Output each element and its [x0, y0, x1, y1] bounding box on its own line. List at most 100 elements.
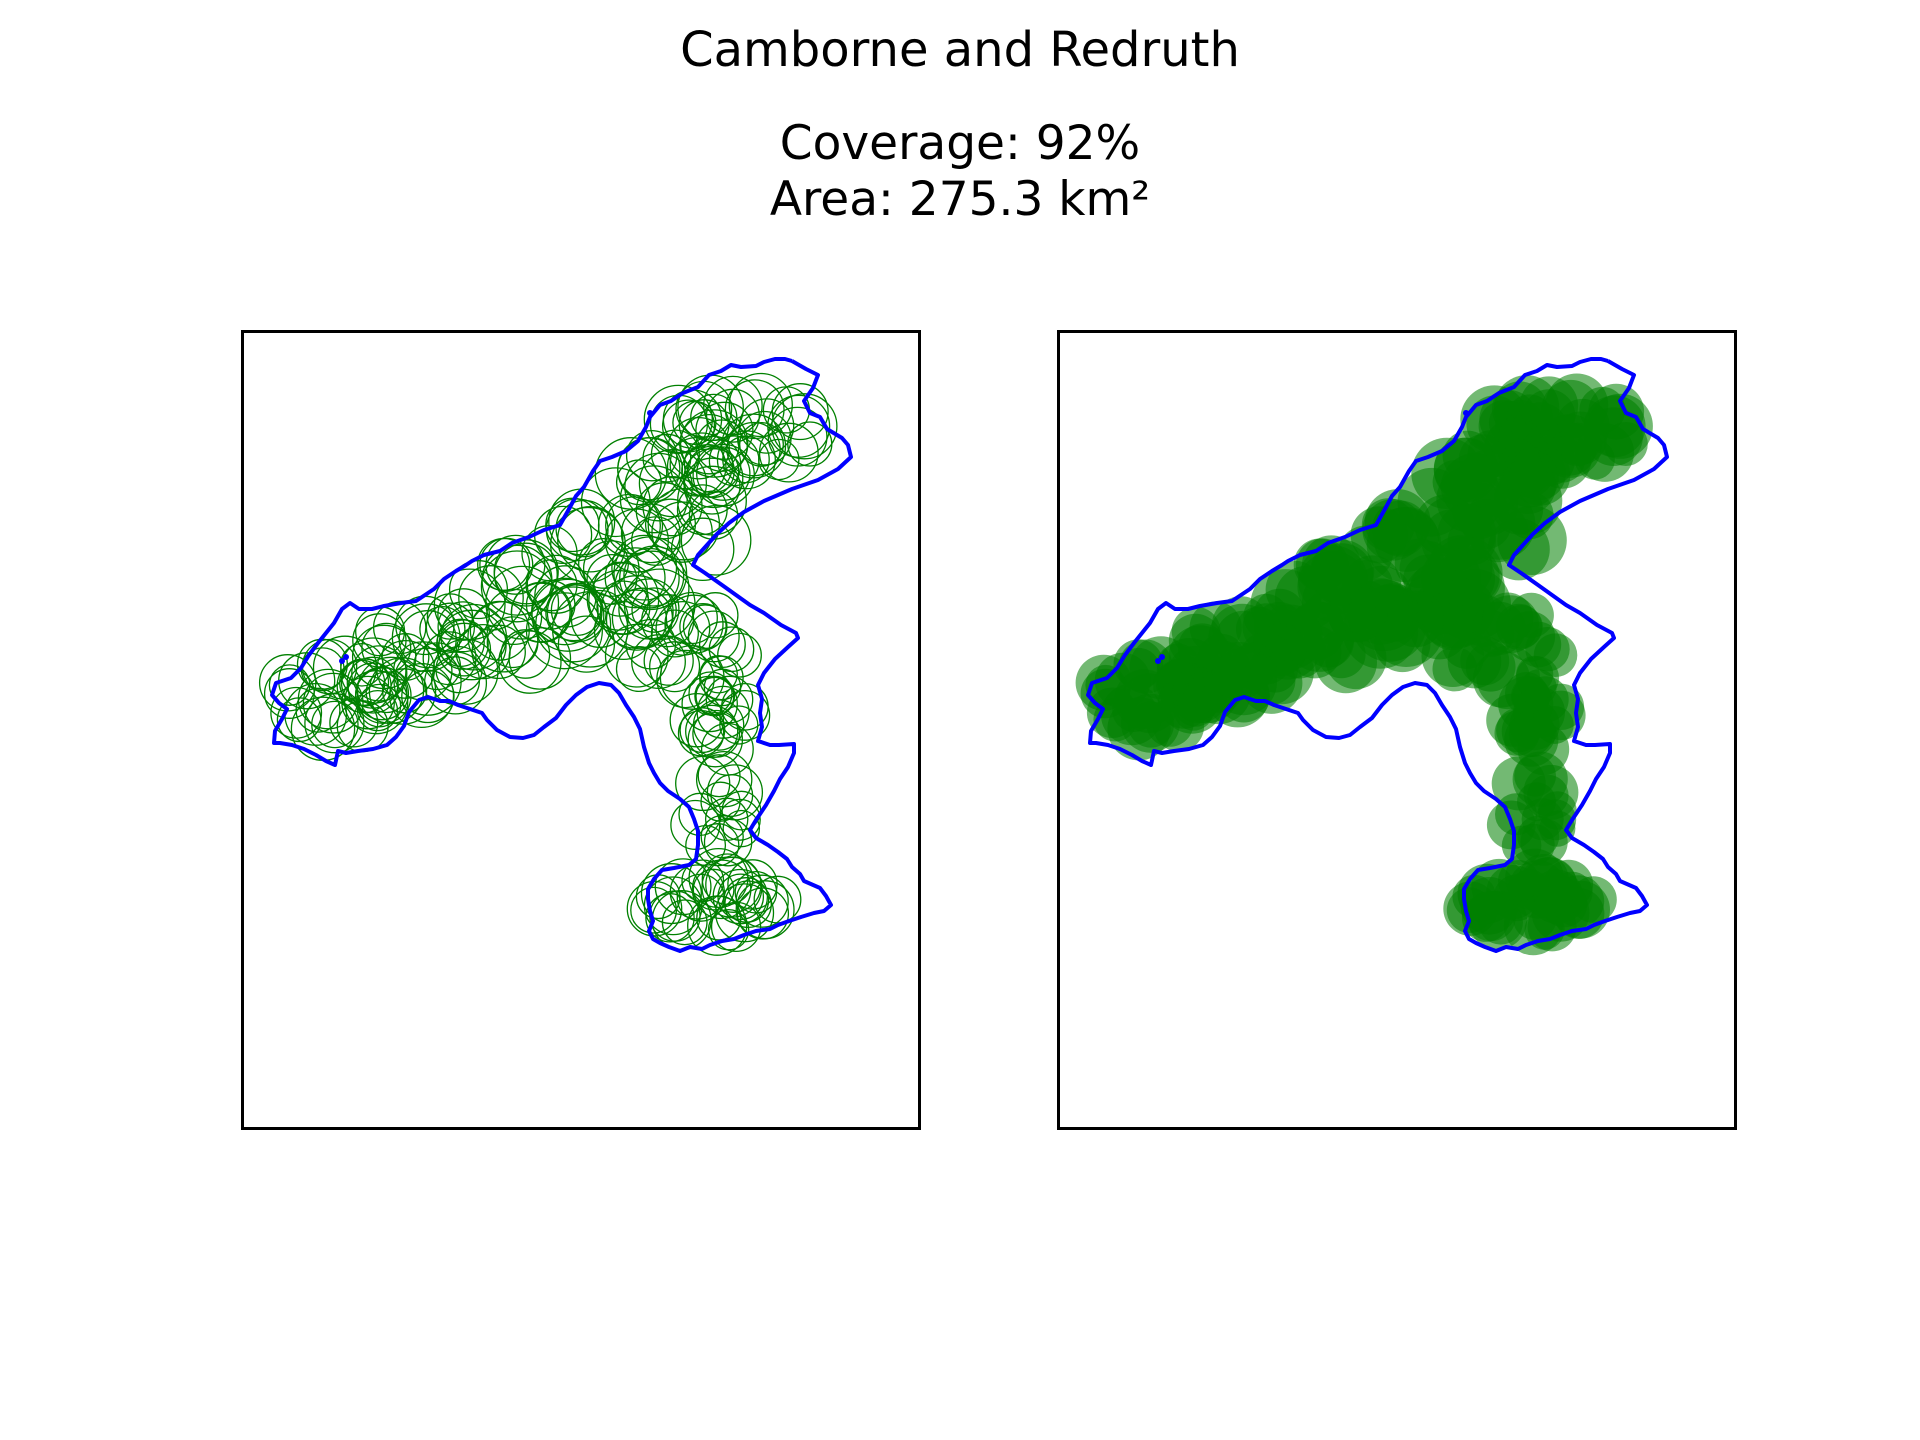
coverage-circle [477, 537, 531, 591]
coverage-circle [555, 499, 613, 558]
coverage-circle [679, 413, 740, 475]
coverage-circle [767, 406, 828, 467]
coverage-circle [485, 588, 543, 646]
coverage-circle [631, 587, 677, 633]
coverage-circle [771, 383, 829, 441]
map-outline-svg [258, 357, 853, 956]
coverage-circle [613, 536, 688, 611]
coverage-circle [649, 890, 701, 942]
coverage-circle [692, 443, 755, 507]
coverage-circle [666, 436, 727, 497]
coverage-circle [284, 682, 348, 746]
coverage-circle [304, 693, 365, 754]
coverage-circle [355, 666, 410, 721]
coverage-circle [545, 584, 603, 642]
coverage-circle [787, 421, 833, 467]
coverage-circle [710, 901, 762, 953]
coverage-disc [1374, 616, 1431, 673]
coverage-circle [631, 634, 686, 690]
coverage-circle [604, 508, 669, 573]
coverage-circle [717, 873, 765, 921]
coverage-circle [679, 603, 727, 651]
coverage-circle [604, 547, 666, 609]
coverage-circle [683, 448, 744, 509]
coverage-circle [346, 656, 399, 709]
coverage-circle [722, 435, 770, 484]
coverage-disc [1508, 710, 1556, 758]
coverage-circle [665, 591, 718, 645]
coverage-circle [611, 534, 678, 601]
coverage-disc [1500, 458, 1556, 514]
coverage-circle [510, 582, 571, 643]
coverage-circle [655, 600, 711, 656]
boundary-islet [647, 410, 653, 416]
coverage-circle [672, 400, 717, 445]
coverage-circle [471, 624, 526, 680]
coverage-circle [678, 792, 722, 836]
coverage-circle [615, 645, 662, 693]
coverage-circle [708, 626, 755, 673]
coverage-circle [356, 689, 399, 732]
coverage-circle [570, 589, 629, 648]
coverage-circle [268, 664, 311, 706]
coverage-circle [651, 501, 713, 563]
coverage-circle [681, 859, 725, 903]
coverage-circle [650, 609, 699, 658]
coverage-circle [697, 754, 741, 798]
coverage-disc [1153, 658, 1207, 713]
coverage-circle [736, 410, 792, 466]
coverage-disc [1442, 619, 1492, 669]
coverage-circle [692, 709, 741, 758]
coverage-circle [691, 859, 752, 920]
coverage-circle [753, 875, 802, 924]
coverage-circle [620, 503, 681, 564]
coverage-circle [469, 600, 530, 661]
coverage-disc-group [1075, 373, 1653, 956]
coverage-circle [696, 446, 751, 501]
coverage-disc [1482, 592, 1534, 644]
boundary-islet [1155, 658, 1161, 664]
boundary-islet [1159, 654, 1165, 660]
coverage-circle [630, 886, 678, 934]
coverage-circle [586, 553, 638, 605]
coverage-circle [625, 429, 678, 482]
coverage-disc [1491, 756, 1546, 811]
coverage-circle [624, 452, 693, 522]
district-boundary [1086, 357, 1669, 953]
coverage-circle [681, 675, 738, 733]
coverage-circle [699, 655, 744, 701]
coverage-circle [670, 517, 735, 582]
coverage-circle [703, 817, 753, 867]
coverage-circle [642, 476, 703, 537]
boundary-islet [343, 654, 349, 660]
coverage-disc [1085, 664, 1126, 706]
coverage-circle [680, 504, 752, 576]
coverage-circle [341, 675, 395, 730]
coverage-disc [1153, 700, 1205, 752]
coverage-circle [683, 457, 741, 515]
boundary-islet [1463, 410, 1469, 416]
coverage-circle [263, 668, 315, 719]
coverage-circle [703, 375, 763, 436]
district-boundary [270, 357, 853, 953]
coverage-disc [1519, 376, 1579, 435]
coverage-circle [393, 647, 462, 716]
coverage-circle [531, 578, 605, 652]
coverage-circle [481, 544, 553, 616]
coverage-circle [718, 798, 761, 841]
coverage-circle [734, 870, 778, 914]
coverage-disc [1247, 656, 1296, 705]
coverage-circle [688, 671, 733, 716]
coverage-circle [692, 868, 735, 911]
map-panel-filled-circles [1057, 330, 1737, 1130]
coverage-circle [767, 394, 831, 458]
coverage-circle [638, 449, 708, 518]
coverage-circle [728, 372, 793, 438]
coverage-circle [707, 908, 750, 951]
coverage-disc [1465, 891, 1516, 942]
coverage-circle [422, 631, 477, 686]
coverage-circle [696, 895, 742, 941]
coverage-circle [675, 755, 731, 812]
figure-subtitle: Coverage: 92% Area: 275.3 km² [0, 116, 1920, 228]
coverage-circle [683, 435, 742, 494]
